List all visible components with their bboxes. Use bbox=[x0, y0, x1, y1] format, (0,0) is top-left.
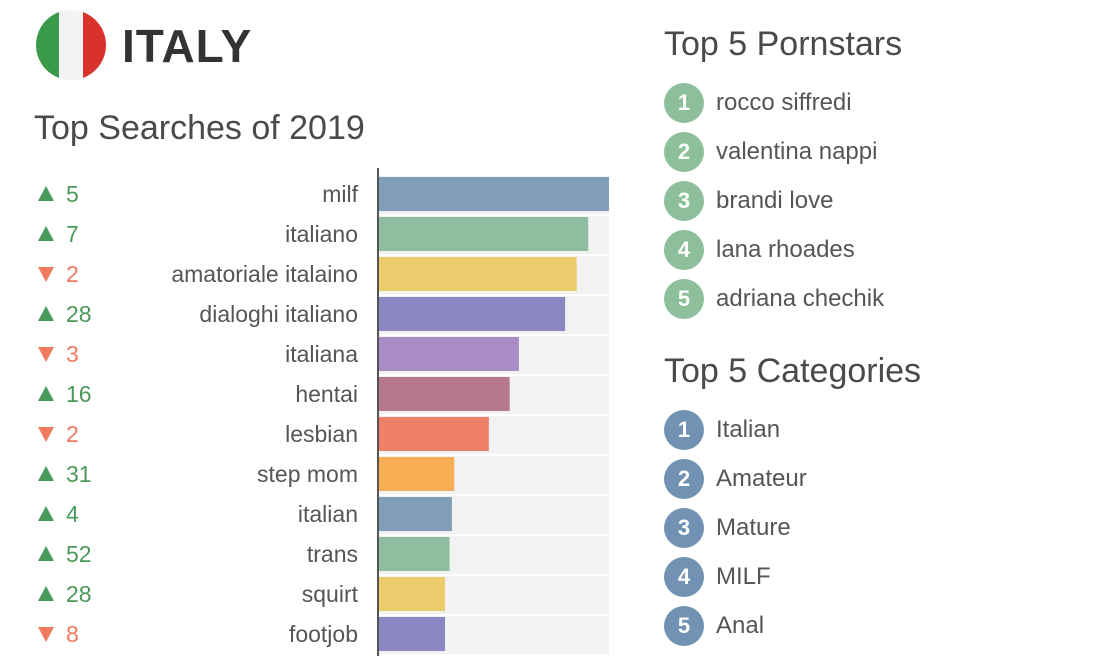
italy-flag-icon bbox=[36, 10, 106, 80]
rank-badge: 1 bbox=[664, 82, 704, 123]
arrow-up-icon bbox=[38, 546, 54, 561]
rank-change-value: 28 bbox=[66, 301, 92, 327]
category-label: footjob bbox=[289, 621, 358, 647]
rank-badge: 2 bbox=[664, 458, 704, 499]
pornstars-title: Top 5 Pornstars bbox=[664, 25, 903, 63]
rank-badge: 1 bbox=[664, 409, 704, 450]
bar bbox=[378, 257, 577, 291]
rank-change-value: 52 bbox=[66, 541, 92, 567]
list-item: 5 Anal bbox=[664, 601, 807, 650]
list-item: 3 brandi love bbox=[664, 176, 884, 225]
bar bbox=[378, 457, 455, 491]
list-item: 5 adriana chechik bbox=[664, 274, 884, 323]
category-label: lesbian bbox=[285, 421, 358, 447]
arrow-down-icon bbox=[38, 627, 54, 642]
rank-change-value: 28 bbox=[66, 581, 92, 607]
rank-change-value: 2 bbox=[66, 421, 79, 447]
country-title: ITALY bbox=[122, 20, 253, 72]
rank-badge: 5 bbox=[664, 278, 704, 319]
bar bbox=[378, 177, 609, 211]
rank-change-value: 4 bbox=[66, 501, 79, 527]
rank-change-value: 3 bbox=[66, 341, 79, 367]
list-item: 2 Amateur bbox=[664, 454, 807, 503]
category-label: italiana bbox=[285, 341, 358, 367]
list-item: 1 rocco siffredi bbox=[664, 78, 884, 127]
rank-change-value: 2 bbox=[66, 261, 79, 287]
rank-change-value: 31 bbox=[66, 461, 92, 487]
category-label: italian bbox=[298, 501, 358, 527]
rank-change-value: 8 bbox=[66, 621, 79, 647]
rank-badge: 4 bbox=[664, 229, 704, 270]
list-item: 3 Mature bbox=[664, 503, 807, 552]
rank-change-value: 7 bbox=[66, 221, 79, 247]
item-name: rocco siffredi bbox=[716, 88, 852, 116]
flag-green-stripe bbox=[36, 10, 60, 80]
arrow-down-icon bbox=[38, 427, 54, 442]
rank-badge: 4 bbox=[664, 556, 704, 597]
arrow-up-icon bbox=[38, 386, 54, 401]
pornstars-list: 1 rocco siffredi 2 valentina nappi 3 brandi l… bbox=[664, 78, 884, 323]
rank-badge: 3 bbox=[664, 180, 704, 221]
categories-title: Top 5 Categories bbox=[664, 352, 922, 390]
chart-title: Top Searches of 2019 bbox=[34, 109, 365, 147]
bar bbox=[378, 497, 452, 531]
bar bbox=[378, 417, 489, 451]
category-label: step mom bbox=[257, 461, 358, 487]
bar bbox=[378, 617, 445, 651]
arrow-up-icon bbox=[38, 186, 54, 201]
flag-white-stripe bbox=[59, 10, 83, 80]
rank-change-value: 16 bbox=[66, 381, 92, 407]
rank-badge: 5 bbox=[664, 605, 704, 646]
category-label: amatoriale italaino bbox=[171, 261, 358, 287]
arrow-up-icon bbox=[38, 586, 54, 601]
item-name: Amateur bbox=[716, 464, 807, 492]
rank-badge: 2 bbox=[664, 131, 704, 172]
item-name: lana rhoades bbox=[716, 235, 855, 263]
bar bbox=[378, 297, 566, 331]
rank-badge: 3 bbox=[664, 507, 704, 548]
bar bbox=[378, 217, 589, 251]
item-name: MILF bbox=[716, 562, 771, 590]
top-searches-chart: milf 5 italiano 7 amatoriale italaino 2 dialog… bbox=[38, 168, 609, 656]
category-label: hentai bbox=[295, 381, 358, 407]
item-name: Mature bbox=[716, 513, 791, 541]
bar bbox=[378, 577, 445, 611]
category-label: milf bbox=[322, 181, 358, 207]
arrow-down-icon bbox=[38, 267, 54, 282]
flag-red-stripe bbox=[82, 10, 106, 80]
item-name: valentina nappi bbox=[716, 137, 878, 165]
list-item: 4 MILF bbox=[664, 552, 807, 601]
category-label: squirt bbox=[302, 581, 359, 607]
bar bbox=[378, 377, 510, 411]
category-label: dialoghi italiano bbox=[199, 301, 358, 327]
list-item: 4 lana rhoades bbox=[664, 225, 884, 274]
item-name: Italian bbox=[716, 415, 781, 443]
bar bbox=[378, 337, 519, 371]
arrow-up-icon bbox=[38, 226, 54, 241]
list-item: 2 valentina nappi bbox=[664, 127, 884, 176]
bar bbox=[378, 537, 450, 571]
category-label: italiano bbox=[285, 221, 358, 247]
item-name: brandi love bbox=[716, 186, 834, 214]
categories-list: 1 Italian 2 Amateur 3 Mature 4 MILF 5 Anal bbox=[664, 405, 807, 650]
arrow-up-icon bbox=[38, 466, 54, 481]
arrow-down-icon bbox=[38, 347, 54, 362]
list-item: 1 Italian bbox=[664, 405, 807, 454]
item-name: Anal bbox=[716, 611, 765, 639]
category-label: trans bbox=[307, 541, 358, 567]
arrow-up-icon bbox=[38, 306, 54, 321]
arrow-up-icon bbox=[38, 506, 54, 521]
rank-change-value: 5 bbox=[66, 181, 79, 207]
item-name: adriana chechik bbox=[716, 284, 885, 312]
